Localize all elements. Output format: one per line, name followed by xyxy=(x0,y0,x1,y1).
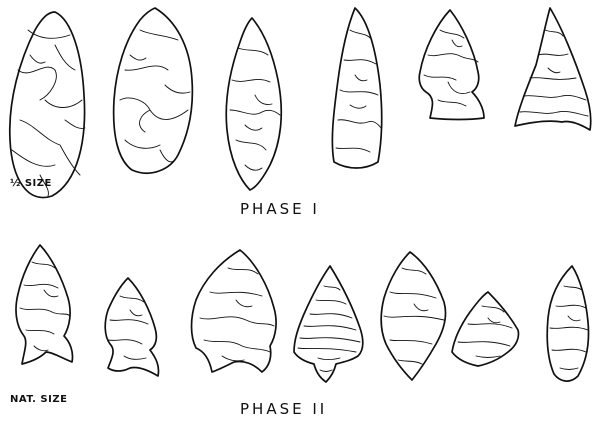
phase2-point-2 xyxy=(105,278,158,376)
phase2-point-4 xyxy=(294,266,363,382)
phase2-point-6 xyxy=(452,292,519,366)
phase2-title: PHASE II xyxy=(240,400,327,418)
phase2-scale-label: NAT. SIZE xyxy=(10,394,67,405)
phase1-title: PHASE I xyxy=(240,200,320,218)
phase2-point-3 xyxy=(192,250,277,372)
phase2-point-1 xyxy=(16,245,73,364)
phase1-point-6 xyxy=(515,8,591,130)
phase1-point-1 xyxy=(10,12,85,198)
phase1-point-2 xyxy=(114,8,193,173)
phase1-point-3 xyxy=(226,18,281,190)
phase1-point-5 xyxy=(419,10,484,120)
phase2-point-7 xyxy=(547,266,588,381)
phase1-scale-label: ½ SIZE xyxy=(10,178,52,189)
phase2-point-5 xyxy=(381,252,445,380)
phase1-point-4 xyxy=(332,8,381,168)
